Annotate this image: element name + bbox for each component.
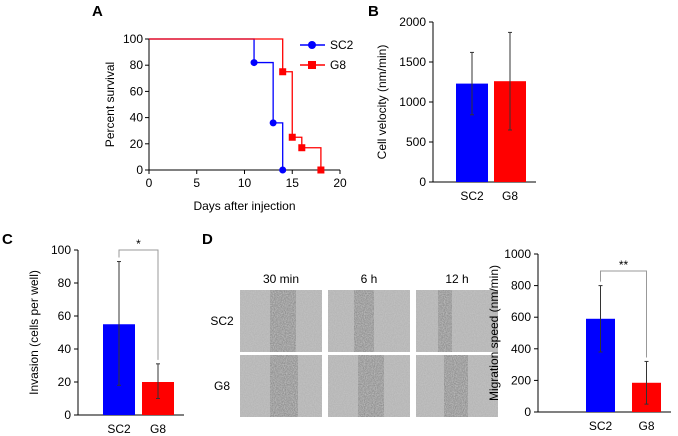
significance-bracket: [118, 249, 159, 360]
legend-label: SC2: [330, 38, 354, 52]
y-axis-label: Migration speed (nm/min): [487, 265, 501, 401]
category-label: G8: [150, 422, 166, 436]
significance-marker: *: [136, 237, 141, 251]
y-tick-label: 80: [130, 58, 144, 72]
panel-label-b: B: [368, 3, 379, 20]
y-tick-label: 600: [511, 310, 531, 324]
category-label: SC2: [460, 189, 484, 203]
cell-texture: [328, 290, 410, 352]
data-point: [288, 133, 296, 141]
y-tick-label: 0: [524, 405, 531, 419]
data-point: [279, 166, 287, 174]
y-tick-label: 80: [58, 276, 72, 290]
timepoint-label: 12 h: [445, 272, 468, 286]
x-tick-label: 20: [333, 176, 347, 190]
timepoint-label: 30 min: [263, 272, 299, 286]
data-point: [317, 166, 325, 174]
y-tick-label: 40: [130, 111, 144, 125]
cell-texture: [416, 290, 498, 352]
x-axis-label: Days after injection: [193, 199, 295, 213]
invasion-chart: 0 20 40 60 80 100 Invasion (cells per well) SC2…: [27, 237, 184, 436]
legend-marker: [308, 41, 316, 49]
cell-texture: [328, 355, 410, 417]
x-tick-label: 0: [146, 176, 153, 190]
row-label: SC2: [210, 314, 234, 328]
y-tick-label: 500: [406, 135, 426, 149]
cell-texture: [240, 290, 322, 352]
timepoint-label: 6 h: [361, 272, 378, 286]
panel-label-d: D: [202, 231, 213, 248]
y-axis-label: Cell velocity (nm/min): [375, 45, 389, 160]
y-tick-label: 40: [58, 342, 72, 356]
y-tick-label: 60: [58, 309, 72, 323]
panel-label-c: C: [2, 231, 13, 248]
y-tick-label: 0: [419, 175, 426, 189]
y-tick-label: 200: [511, 373, 531, 387]
significance-marker: **: [619, 258, 629, 272]
significance-bracket: [600, 270, 647, 358]
row-label: G8: [214, 379, 230, 393]
data-point: [250, 59, 258, 67]
category-label: SC2: [107, 422, 131, 436]
y-axis-label: Invasion (cells per well): [27, 270, 41, 395]
y-tick-label: 1500: [399, 55, 426, 69]
x-tick-label: 15: [286, 176, 300, 190]
cell-velocity-chart: 0 500 1000 1500 2000 Cell velocity (nm/min) SC…: [375, 15, 536, 203]
panel-label-a: A: [92, 3, 103, 20]
y-tick-label: 0: [136, 163, 143, 177]
y-tick-label: 1000: [399, 95, 426, 109]
x-tick-label: 5: [193, 176, 200, 190]
y-tick-label: 2000: [399, 15, 426, 29]
legend-marker: [308, 61, 316, 69]
y-tick-label: 1000: [504, 247, 531, 261]
y-axis-label: Percent survival: [103, 62, 117, 147]
y-tick-label: 100: [123, 32, 143, 46]
y-tick-label: 0: [64, 408, 71, 422]
data-point: [279, 68, 287, 76]
category-label: SC2: [589, 419, 613, 433]
y-tick-label: 20: [130, 137, 144, 151]
category-label: G8: [638, 419, 654, 433]
y-tick-label: 20: [58, 375, 72, 389]
y-tick-label: 400: [511, 342, 531, 356]
x-tick-label: 10: [238, 176, 252, 190]
cell-texture: [416, 355, 498, 417]
category-label: G8: [502, 189, 518, 203]
data-point: [298, 144, 306, 152]
scratch-assay-micrographs: 30 min 6 h 12 h SC2 G8: [210, 272, 498, 417]
y-tick-label: 60: [130, 84, 144, 98]
cell-texture: [240, 355, 322, 417]
survival-line-sc2: [149, 38, 284, 170]
y-tick-label: 800: [511, 279, 531, 293]
data-point: [269, 119, 277, 127]
survival-line-g8: [149, 38, 322, 170]
legend-label: G8: [330, 58, 346, 72]
y-tick-label: 100: [51, 243, 71, 257]
survival-chart: 0 5 10 15 20 0 20 40 60 80 100 Days after injection…: [103, 32, 354, 213]
